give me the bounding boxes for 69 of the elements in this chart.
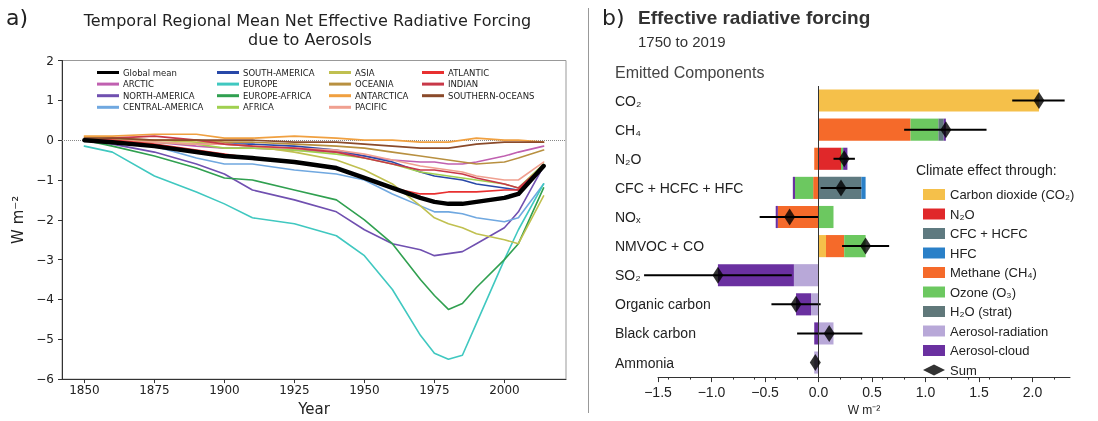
legend-label: EUROPE [243, 79, 278, 90]
x-tick-label: 0.0 [808, 384, 829, 401]
x-tick-label: 1925 [279, 383, 310, 398]
x-axis-title: W m⁻² [847, 403, 881, 417]
y-axis-title: W m⁻² [8, 195, 27, 244]
text: b) [602, 4, 625, 30]
y-tick-label: Organic carbon [615, 296, 711, 313]
y-tick-label: Black carbon [615, 325, 696, 342]
legend-label: Sum [950, 362, 977, 378]
legend-label: N₂O [950, 206, 975, 222]
x-tick-label: 1900 [209, 383, 240, 398]
x-tick-label: 1975 [419, 383, 450, 398]
x-tick-label: 1875 [139, 383, 170, 398]
x-tick-label: 1.0 [915, 384, 936, 401]
y-tick-label: 1 [46, 93, 54, 108]
legend-label: ASIA [355, 67, 375, 78]
x-axis-title: Year [297, 399, 331, 418]
legend-label: ATLANTIC [448, 67, 490, 78]
y-tick-label: SO₂ [615, 267, 641, 284]
x-tick-label: 1.5 [969, 384, 989, 401]
legend-label: CENTRAL-AMERICA [123, 102, 204, 113]
x-tick-label: 0.5 [862, 384, 882, 401]
y-tick-label: Ammonia [615, 354, 675, 371]
y-tick-label: NOₓ [615, 208, 641, 225]
text: a) [6, 4, 29, 30]
legend-label: PACIFIC [355, 102, 388, 113]
x-tick-label: −1.0 [697, 384, 726, 401]
y-axis-title: Emitted Components [615, 63, 765, 81]
y-tick-label: −2 [36, 212, 54, 227]
legend-label: SOUTH-AMERICA [243, 67, 315, 78]
x-tick-label: −1.5 [644, 384, 673, 401]
legend-label: CFC + HCFC [950, 226, 1028, 241]
y-tick-label: −4 [36, 292, 54, 307]
legend-label: Global mean [123, 67, 177, 78]
y-tick-label: −6 [36, 372, 54, 387]
legend-label: HFC [950, 245, 977, 261]
y-tick-label: 2 [46, 53, 54, 68]
legend-label: Ozone (O₃) [950, 284, 1016, 300]
legend-label: AFRICA [243, 102, 275, 113]
y-tick-label: CFC + HCFC + HFC [615, 179, 744, 196]
legend-label: EUROPE-AFRICA [243, 90, 312, 101]
legend-title: Climate effect through: [916, 162, 1057, 178]
x-tick-label: 2000 [489, 383, 520, 398]
x-tick-label: 2.0 [1022, 384, 1043, 401]
legend-label: Aerosol-cloud [950, 343, 1030, 358]
y-tick-label: −1 [36, 172, 54, 187]
legend-label: ARCTIC [123, 79, 154, 90]
legend-label: OCEANIA [355, 79, 394, 90]
y-tick-label: −3 [36, 252, 54, 267]
chart-subtitle: 1750 to 2019 [638, 33, 726, 50]
y-tick-label: CO₂ [615, 92, 642, 109]
y-tick-label: 0 [46, 133, 54, 148]
chart-title: Temporal Regional Mean Net Effective Radiative Forcing due to Aerosols [82, 11, 537, 49]
y-tick-label: CH₄ [615, 121, 642, 138]
legend-label: INDIAN [448, 79, 479, 90]
legend-label: Methane (CH₄) [950, 265, 1037, 280]
y-tick-label: NMVOC + CO [615, 238, 705, 255]
legend-label: Carbon dioxide (CO₂) [950, 187, 1075, 202]
legend-label: NORTH-AMERICA [123, 90, 195, 101]
legend-label: ANTARCTICA [355, 90, 409, 101]
legend-label: SOUTHERN-OCEANS [448, 90, 535, 101]
legend-label: Aerosol-radiation [950, 323, 1049, 339]
chart-title: Effective radiative forcing [638, 7, 871, 28]
x-tick-label: 1950 [349, 383, 380, 398]
x-tick-label: 1850 [69, 383, 100, 398]
legend-label: H₂O (strat) [950, 304, 1013, 319]
x-tick-label: −0.5 [751, 384, 780, 401]
y-tick-label: −5 [36, 332, 54, 347]
y-tick-label: N₂O [615, 150, 642, 167]
